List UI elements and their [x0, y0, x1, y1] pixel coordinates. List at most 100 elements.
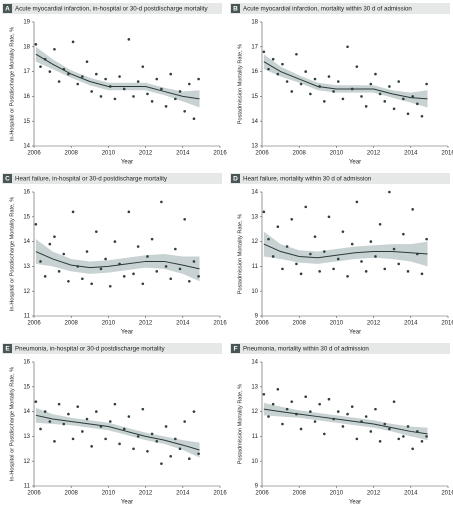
panel-title: Pneumonia, mortality within 30 d of admi… [243, 345, 369, 352]
data-point [341, 425, 345, 428]
data-point [81, 75, 84, 78]
x-tick-label: 2010 [330, 321, 344, 327]
data-point [127, 415, 131, 418]
y-tick-label: 11 [252, 264, 259, 270]
y-tick-label: 17 [23, 69, 30, 75]
data-point [420, 114, 424, 118]
data-point [276, 72, 280, 76]
data-point [402, 97, 405, 101]
x-tick-label: 2014 [176, 151, 190, 157]
data-point [39, 427, 42, 431]
panel-letter: B [233, 6, 238, 13]
data-point [192, 410, 196, 413]
y-tick-label: 15 [23, 384, 30, 390]
data-point [267, 415, 270, 418]
data-point [420, 272, 424, 276]
data-point [53, 235, 56, 238]
x-tick-label: 2012 [367, 151, 381, 157]
y-axis-label: In-Hospital or Postdischarge Mortality R… [9, 197, 15, 311]
data-point [341, 97, 345, 101]
y-axis-label: Postadmission Mortality Rate, % [237, 384, 243, 465]
data-point [141, 407, 145, 411]
data-point [99, 95, 103, 98]
data-point [360, 95, 363, 98]
data-point [150, 237, 154, 241]
panel-title: Heart failure, mortality within 30 d of … [243, 175, 372, 182]
x-tick-label: 2006 [255, 491, 269, 497]
x-tick-label: 2016 [441, 491, 453, 497]
data-point [95, 410, 98, 413]
y-tick-label: 14 [251, 360, 258, 366]
x-tick-label: 2016 [441, 321, 453, 327]
trend-line [35, 251, 200, 270]
data-point [178, 267, 182, 271]
data-point [425, 435, 428, 438]
y-tick-label: 12 [251, 239, 258, 245]
x-tick-label: 2012 [367, 491, 381, 497]
data-point [411, 95, 414, 98]
data-point [197, 452, 200, 456]
y-tick-label: 12 [251, 409, 258, 415]
data-point [402, 232, 405, 236]
data-point [267, 67, 270, 71]
x-tick-label: 2008 [293, 321, 307, 327]
data-point [425, 82, 428, 86]
data-point [411, 208, 414, 211]
data-point [95, 72, 98, 76]
data-point [276, 225, 280, 229]
data-point [85, 60, 89, 63]
data-point [323, 100, 326, 103]
data-point [39, 65, 42, 68]
panel-header [230, 173, 450, 184]
x-tick-label: 2006 [255, 321, 269, 327]
data-point [71, 437, 75, 441]
data-point [113, 402, 117, 406]
data-point [290, 90, 294, 93]
data-point [53, 440, 56, 443]
y-tick-label: 13 [251, 214, 258, 220]
data-point [81, 277, 84, 281]
panel-letter: A [5, 6, 10, 13]
panel-header [2, 343, 222, 354]
data-point [378, 222, 382, 226]
data-point [183, 217, 186, 221]
data-point [76, 405, 80, 408]
data-point [336, 80, 340, 83]
confidence-band [263, 402, 428, 441]
y-tick-label: 16 [23, 190, 30, 196]
y-tick-label: 15 [23, 119, 30, 125]
data-point [192, 117, 196, 121]
panel-title: Pneumonia, in-hospital or 30-d postdisch… [15, 345, 166, 352]
data-point [43, 410, 47, 413]
trend-line [263, 61, 428, 100]
data-point [364, 105, 368, 108]
y-tick-label: 14 [251, 119, 258, 125]
panel-letter: E [5, 346, 10, 353]
y-tick-label: 12 [23, 459, 30, 465]
x-tick-label: 2014 [404, 491, 418, 497]
data-point [160, 87, 163, 91]
data-point [346, 275, 349, 278]
data-point [425, 237, 428, 241]
data-point [346, 45, 349, 49]
data-point [132, 95, 135, 98]
confidence-band [35, 46, 200, 108]
data-point [62, 422, 66, 426]
data-point [416, 102, 419, 106]
data-point [183, 420, 186, 423]
data-point [71, 40, 75, 44]
y-tick-label: 18 [251, 20, 258, 26]
data-point [67, 279, 70, 283]
data-point [48, 420, 52, 423]
data-point [108, 284, 112, 288]
x-tick-label: 2010 [102, 151, 116, 157]
data-point [285, 245, 289, 248]
confidence-band [35, 407, 200, 458]
data-point [318, 270, 321, 273]
data-point [285, 80, 289, 83]
data-point [48, 70, 52, 73]
x-axis-label: Year [121, 160, 133, 166]
y-tick-label: 18 [23, 44, 30, 50]
data-point [299, 427, 303, 431]
data-point [57, 402, 61, 406]
